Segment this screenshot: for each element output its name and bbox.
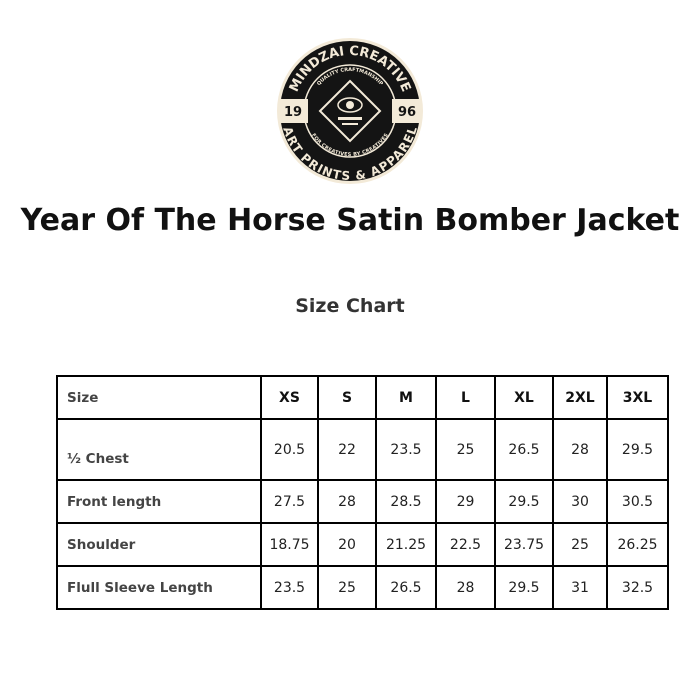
row-label: Front length: [56, 479, 262, 524]
cell: 20.5: [260, 418, 319, 481]
cell: 29.5: [494, 479, 554, 524]
table-row: ½ Chest 20.5 22 23.5 25 26.5 28 29.5: [56, 418, 669, 481]
cell: 32.5: [606, 565, 669, 610]
cell: 23.5: [375, 418, 437, 481]
cell: 28.5: [375, 479, 437, 524]
cell: 23.5: [260, 565, 319, 610]
header-cell: 3XL: [606, 375, 669, 420]
cell: 26.5: [494, 418, 554, 481]
cell: 28: [317, 479, 377, 524]
cell: 26.5: [375, 565, 437, 610]
cell: 30.5: [606, 479, 669, 524]
row-label: Shoulder: [56, 522, 262, 567]
header-cell: Size: [56, 375, 262, 420]
header-cell: XL: [494, 375, 554, 420]
table-header-row: Size XS S M L XL 2XL 3XL: [56, 375, 669, 420]
row-label: ½ Chest: [56, 418, 262, 481]
svg-text:96: 96: [398, 105, 416, 120]
brand-logo: MINDZAI CREATIVE ART PRINTS & APPAREL QU…: [277, 38, 423, 184]
cell: 23.75: [494, 522, 554, 567]
cell: 21.25: [375, 522, 437, 567]
table-row: Front length 27.5 28 28.5 29 29.5 30 30.…: [56, 479, 669, 524]
header-cell: S: [317, 375, 377, 420]
cell: 20: [317, 522, 377, 567]
row-label: Flull Sleeve Length: [56, 565, 262, 610]
header-cell: L: [435, 375, 496, 420]
cell: 29.5: [494, 565, 554, 610]
page-title: Year Of The Horse Satin Bomber Jacket: [20, 203, 680, 238]
size-chart-table: Size XS S M L XL 2XL 3XL ½ Chest 20.5 22…: [56, 375, 669, 610]
header-cell: 2XL: [552, 375, 608, 420]
table-row: Shoulder 18.75 20 21.25 22.5 23.75 25 26…: [56, 522, 669, 567]
cell: 29.5: [606, 418, 669, 481]
cell: 28: [435, 565, 496, 610]
table-row: Flull Sleeve Length 23.5 25 26.5 28 29.5…: [56, 565, 669, 610]
cell: 22.5: [435, 522, 496, 567]
cell: 29: [435, 479, 496, 524]
header-cell: M: [375, 375, 437, 420]
cell: 31: [552, 565, 608, 610]
cell: 25: [435, 418, 496, 481]
header-cell: XS: [260, 375, 319, 420]
cell: 30: [552, 479, 608, 524]
cell: 28: [552, 418, 608, 481]
svg-text:19: 19: [284, 105, 302, 120]
cell: 25: [317, 565, 377, 610]
cell: 22: [317, 418, 377, 481]
cell: 26.25: [606, 522, 669, 567]
cell: 27.5: [260, 479, 319, 524]
cell: 18.75: [260, 522, 319, 567]
page-subtitle: Size Chart: [295, 295, 405, 317]
cell: 25: [552, 522, 608, 567]
